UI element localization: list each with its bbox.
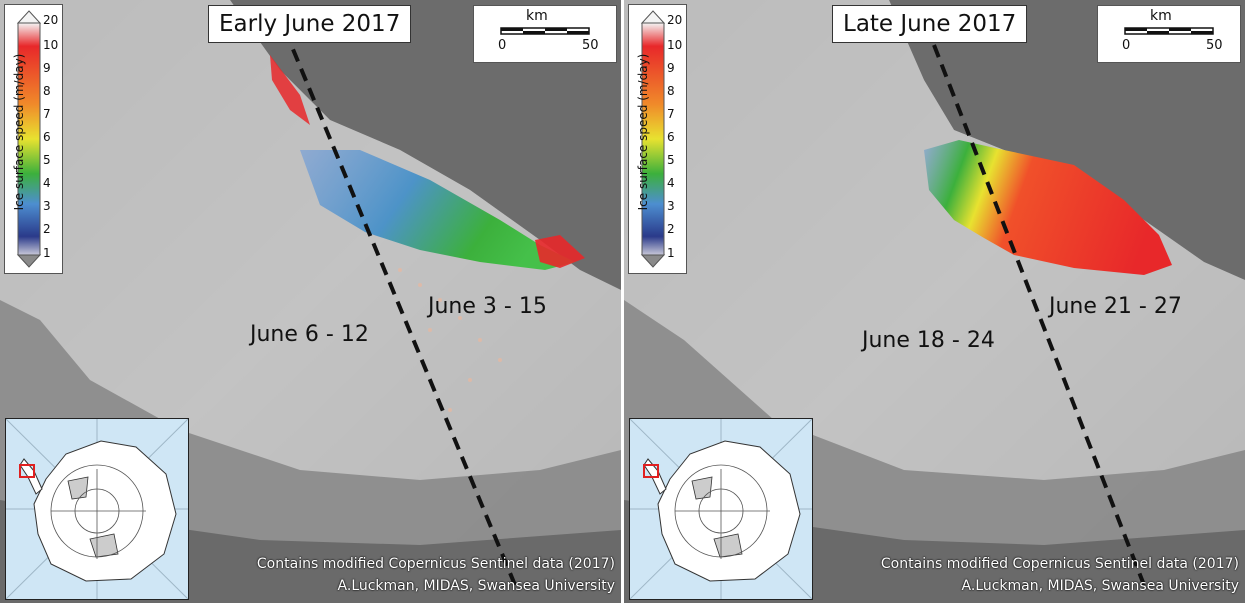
credit-line-1: Contains modified Copernicus Sentinel da… — [256, 556, 615, 572]
colorbar-tick: 20 — [667, 13, 683, 27]
speed-colorbar-icon — [16, 10, 42, 268]
colorbar-title: Ice surface speed (m/day) — [12, 53, 26, 211]
scale-bar-icon — [500, 27, 590, 35]
scale-bar: km 0 50 — [473, 5, 617, 63]
colorbar-tick: 5 — [43, 153, 51, 167]
colorbar-tick: 4 — [43, 176, 51, 190]
swath-boundary-line-icon — [283, 29, 517, 586]
scale-start: 0 — [1122, 38, 1131, 53]
credit-line-2: A.Luckman, MIDAS, Swansea University — [337, 578, 615, 594]
date-label-left-swath: June 6 - 12 — [250, 322, 369, 347]
scale-unit: km — [1150, 8, 1172, 24]
map-panel-late-june: Ice surface speed (m/day) 20 10 9 8 7 6 … — [624, 0, 1245, 603]
date-label-right-swath: June 21 - 27 — [1049, 294, 1182, 319]
colorbar-tick: 20 — [43, 13, 59, 27]
scale-bar: km 0 50 — [1097, 5, 1241, 63]
antarctica-locator-icon — [6, 419, 188, 599]
colorbar-tick: 10 — [43, 38, 59, 52]
colorbar-tick: 7 — [43, 107, 51, 121]
speed-colorbar-legend: Ice surface speed (m/day) 20 10 9 8 7 6 … — [628, 4, 687, 274]
colorbar-title: Ice surface speed (m/day) — [636, 53, 650, 211]
panel-title: Early June 2017 — [208, 5, 412, 43]
credit-line-2: A.Luckman, MIDAS, Swansea University — [961, 578, 1239, 594]
scale-start: 0 — [498, 38, 507, 53]
speed-colorbar-legend: Ice surface speed (m/day) 20 10 9 8 7 6 … — [4, 4, 63, 274]
antarctica-locator-map — [5, 418, 189, 600]
map-panel-early-june: Ice surface speed (m/day) 20 10 9 8 7 6 … — [0, 0, 621, 603]
colorbar-tick: 6 — [667, 130, 675, 144]
colorbar-tick: 5 — [667, 153, 675, 167]
antarctica-locator-icon — [630, 419, 812, 599]
speed-colorbar-icon — [640, 10, 666, 268]
colorbar-tick: 7 — [667, 107, 675, 121]
colorbar-tick: 1 — [667, 246, 675, 260]
credit-line-1: Contains modified Copernicus Sentinel da… — [880, 556, 1239, 572]
panel-title: Late June 2017 — [832, 5, 1028, 43]
colorbar-tick: 10 — [667, 38, 683, 52]
swath-boundary-line-icon — [932, 44, 1146, 586]
colorbar-tick: 2 — [667, 222, 675, 236]
colorbar-tick: 3 — [667, 199, 675, 213]
colorbar-tick: 4 — [667, 176, 675, 190]
scale-end: 50 — [1206, 38, 1223, 53]
date-label-left-swath: June 18 - 24 — [862, 328, 995, 353]
scale-bar-icon — [1124, 27, 1214, 35]
scale-end: 50 — [582, 38, 599, 53]
antarctica-locator-map — [629, 418, 813, 600]
colorbar-tick: 9 — [667, 61, 675, 75]
colorbar-tick: 1 — [43, 246, 51, 260]
colorbar-tick: 2 — [43, 222, 51, 236]
scale-unit: km — [526, 8, 548, 24]
colorbar-tick: 6 — [43, 130, 51, 144]
colorbar-tick: 8 — [667, 84, 675, 98]
colorbar-tick: 3 — [43, 199, 51, 213]
colorbar-tick: 9 — [43, 61, 51, 75]
colorbar-tick: 8 — [43, 84, 51, 98]
date-label-right-swath: June 3 - 15 — [428, 294, 547, 319]
